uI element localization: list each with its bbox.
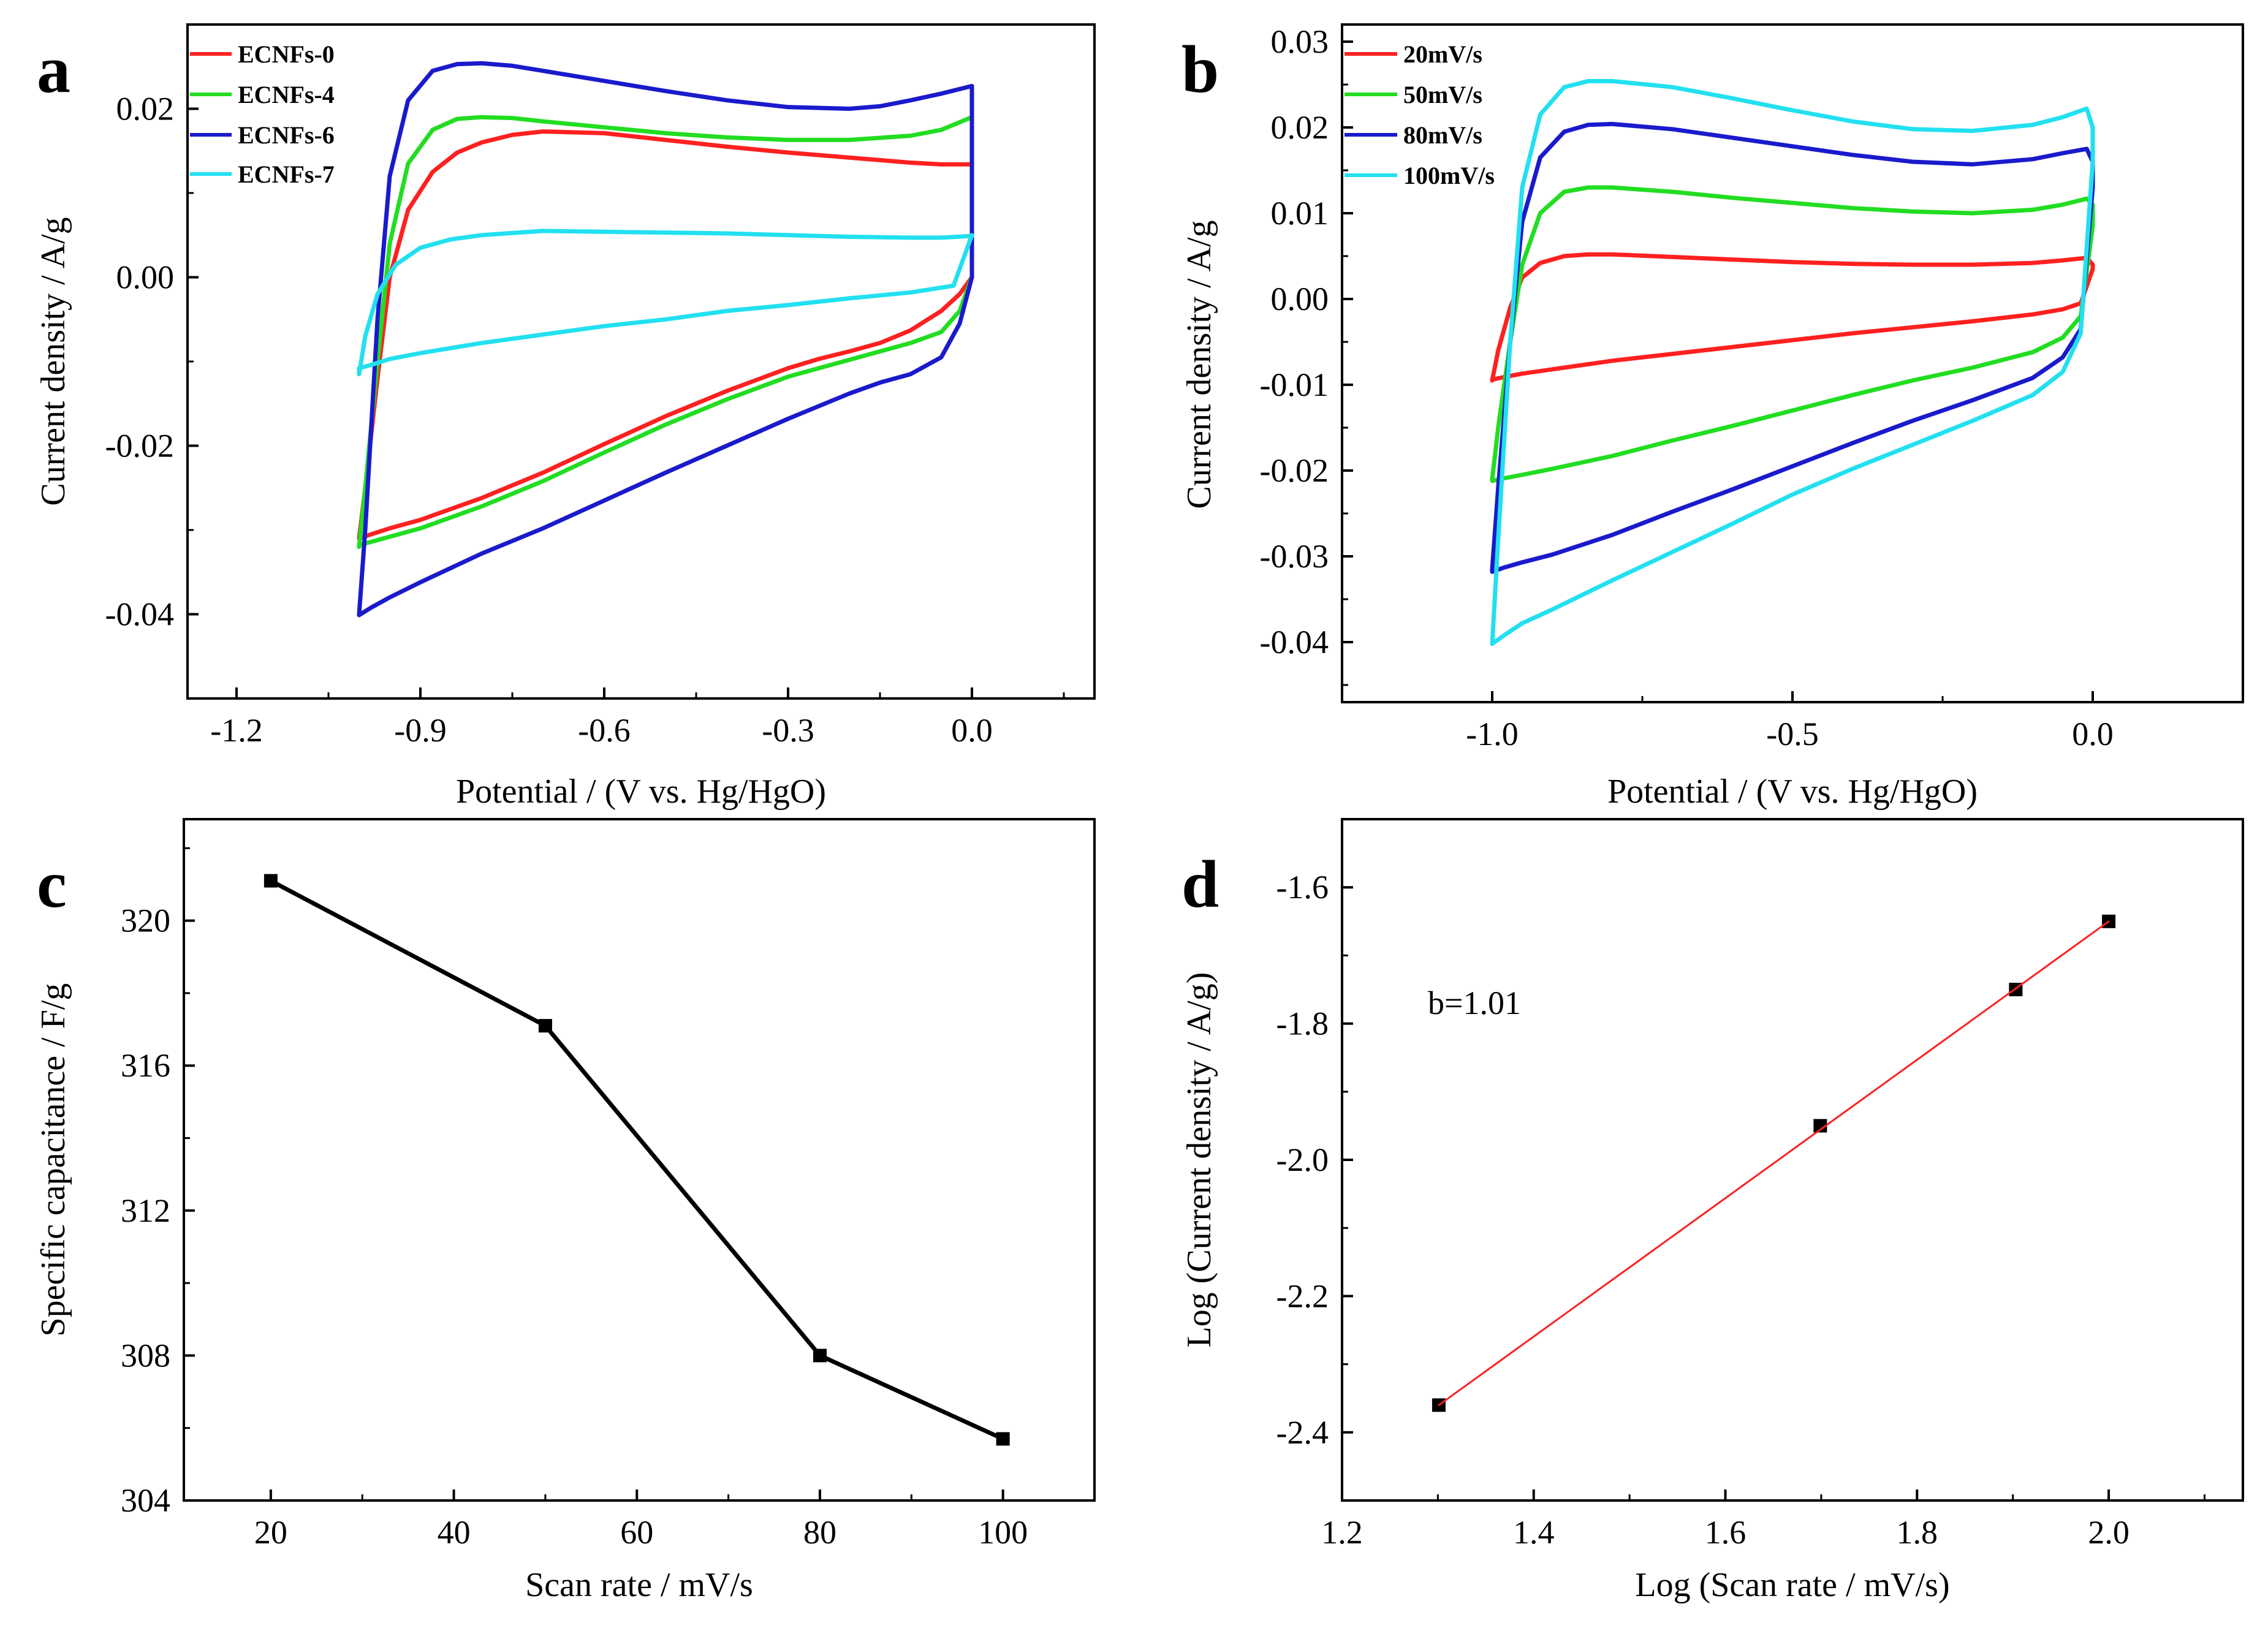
panel-d-ytick-label: -1.6 (1276, 869, 1329, 906)
panel-b-ytick-label: -0.03 (1260, 538, 1329, 575)
panel-a-xlabel: Potential / (V vs. Hg/HgO) (456, 773, 826, 811)
panel-b-ticks: -1.0 -0.5 0.0 -0.04 -0.03 -0.02 -0.01 0.00 0.01 0… (1260, 23, 2114, 752)
panel-d: d 1.2 1.4 1.6 1.8 2.0 -2.4 -2.2 -2.0 -1.8 -1.6 b=… (1180, 818, 2244, 1604)
panel-a-xtick-label: -0.9 (394, 712, 446, 749)
panel-d-ytick-label: -2.2 (1276, 1277, 1329, 1314)
panel-b-ylabel: Current density / A/g (1180, 220, 1218, 509)
panel-b-ytick-label: 0.03 (1271, 23, 1329, 60)
panel-d-ytick-label: -2.0 (1276, 1141, 1329, 1178)
panel-a-letter: a (37, 32, 70, 107)
panel-b-ytick-label: 0.00 (1271, 281, 1329, 317)
panel-c-series (264, 874, 1010, 1446)
panel-b-legend: 20mV/s 50mV/s 80mV/s 100mV/s (1344, 40, 1495, 189)
panel-d-xtick-label: 1.2 (1321, 1514, 1363, 1551)
panel-a-ytick-label: 0.00 (116, 259, 175, 296)
panel-b-xtick-label: 0.0 (2072, 716, 2114, 752)
panel-a-ylabel: Current density / A/g (34, 217, 72, 505)
panel-a-ticks: -1.2 -0.9 -0.6 -0.3 0.0 -0.04 -0.02 0.00 0.02 (105, 91, 1065, 749)
panel-a: a -1.2 -0.9 -0.6 -0.3 0.0-0.04-0.020.000.02 … (34, 23, 1096, 811)
panel-a-series (357, 61, 974, 618)
panel-a-series-0-line (357, 129, 974, 541)
panel-c-xtick-label: 60 (620, 1514, 653, 1551)
panel-c-ticks: 20 40 60 80 100 304 308 312 316 320 (121, 847, 1028, 1551)
panel-c-ytick-label: 312 (121, 1192, 170, 1229)
panel-d-ylabel: Log (Current density / A/g) (1180, 972, 1218, 1348)
panel-a-series-2-line (357, 61, 974, 618)
panel-d-xtick-label: 1.4 (1513, 1514, 1555, 1551)
panel-a-xtick-label: 0.0 (951, 712, 993, 749)
panel-d-xtick-label: 2.0 (2088, 1514, 2130, 1551)
panel-c-xtick-label: 100 (978, 1514, 1028, 1551)
panel-b-series (1490, 78, 2095, 646)
panel-d-xtick-label: 1.8 (1897, 1514, 1938, 1551)
panel-d-xlabel: Log (Scan rate / mV/s) (1635, 1566, 1949, 1604)
panel-a-xtick-label: -0.6 (578, 712, 630, 749)
panel-b-series-3-line (1490, 78, 2095, 646)
panel-b-letter: b (1181, 32, 1219, 107)
panel-d-xtick-label: 1.6 (1705, 1514, 1747, 1551)
panel-c-ytick-label: 304 (121, 1482, 170, 1519)
panel-c-ytick-label: 320 (121, 903, 170, 939)
panel-c-point (813, 1349, 827, 1363)
panel-c-xlabel: Scan rate / mV/s (525, 1566, 753, 1604)
panel-a-legend: ECNFs-0 ECNFs-4 ECNFs-6 ECNFs-7 (190, 40, 335, 188)
panel-c-xtick-label: 20 (254, 1514, 287, 1551)
panel-d-ytick-label: -1.8 (1276, 1005, 1329, 1042)
panel-c-xtick-label: 80 (803, 1514, 836, 1551)
panel-d-ytick-label: -2.4 (1276, 1414, 1329, 1451)
panel-c: c 20 40 60 80 100 304 308 312 316 320 Scan rate /… (34, 818, 1096, 1604)
panel-c-point (996, 1432, 1010, 1446)
panel-b-xlabel: Potential / (V vs. Hg/HgO) (1607, 773, 1978, 811)
panel-c-xtick-label: 40 (438, 1514, 471, 1551)
panel-d-series (1432, 914, 2116, 1412)
panel-c-ytick-label: 308 (121, 1337, 170, 1374)
panel-d-point (1813, 1119, 1827, 1133)
panel-d-series-1-line (1438, 920, 2110, 1406)
panel-c-point (264, 874, 278, 888)
legend-a-label-2: ECNFs-6 (238, 121, 335, 149)
legend-a-label-1: ECNFs-4 (238, 81, 335, 108)
panel-c-letter: c (37, 847, 67, 921)
panel-a-xtick-label: -1.2 (210, 712, 262, 749)
panel-b-ytick-label: -0.04 (1260, 624, 1329, 660)
panel-a-ytick-label: 0.02 (116, 91, 175, 127)
panel-b-xtick-label: -0.5 (1766, 716, 1818, 752)
panel-b-xtick-label: -1.0 (1466, 716, 1518, 752)
legend-a-label-0: ECNFs-0 (238, 40, 335, 68)
legend-b-label-2: 80mV/s (1403, 121, 1482, 149)
panel-b-ytick-label: -0.02 (1260, 452, 1329, 489)
panel-c-series-0-line (268, 879, 1006, 1441)
panel-c-point (538, 1019, 552, 1033)
panel-a-ytick-label: -0.04 (105, 596, 174, 633)
panel-a-series-3-line (357, 229, 974, 377)
legend-b-label-0: 20mV/s (1403, 40, 1482, 68)
panel-d-letter: d (1181, 847, 1219, 921)
panel-b-ytick-label: 0.02 (1271, 109, 1329, 146)
legend-b-label-3: 100mV/s (1403, 162, 1495, 189)
panel-a-xtick-label: -0.3 (762, 712, 814, 749)
legend-b-label-1: 50mV/s (1403, 81, 1482, 108)
panel-b: b -1.0 -0.5 0.0 -0.04 -0.03 -0.02 -0.01 0.00 0.0… (1180, 23, 2244, 811)
panel-d-annotation: b=1.01 (1428, 985, 1521, 1021)
panel-c-ylabel: Specific capacitance / F/g (34, 983, 72, 1337)
panel-a-ytick-label: -0.02 (105, 428, 174, 464)
panel-c-frame (183, 818, 1096, 1502)
legend-a-label-3: ECNFs-7 (238, 161, 335, 188)
panel-c-ytick-label: 316 (121, 1047, 170, 1084)
panel-b-ytick-label: 0.01 (1271, 195, 1329, 232)
panel-b-series-2-line (1490, 121, 2095, 574)
panel-b-ytick-label: -0.01 (1260, 366, 1329, 403)
panel-d-ticks: 1.2 1.4 1.6 1.8 2.0 -2.4 -2.2 -2.0 -1.8 -1.6 (1276, 818, 2205, 1551)
